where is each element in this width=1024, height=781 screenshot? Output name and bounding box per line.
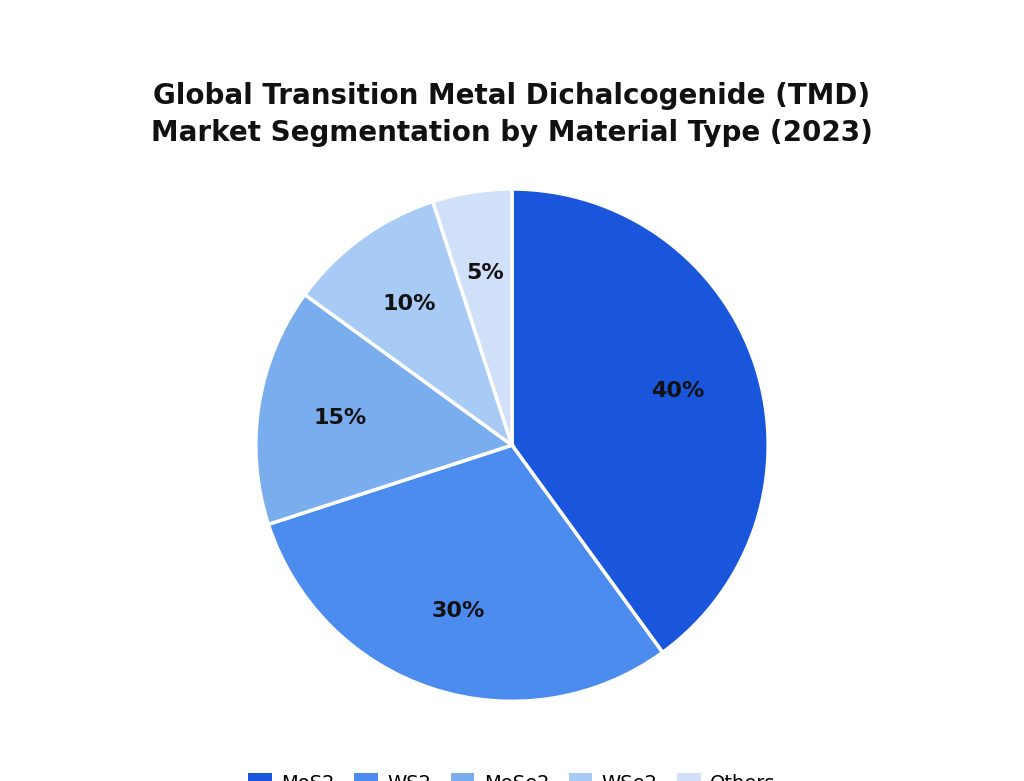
- Text: 30%: 30%: [431, 601, 484, 621]
- Wedge shape: [433, 189, 512, 445]
- Text: 5%: 5%: [466, 263, 504, 284]
- Legend: MoS2, WS2, MoSe2, WSe2, Others: MoS2, WS2, MoSe2, WSe2, Others: [241, 765, 783, 781]
- Wedge shape: [256, 294, 512, 524]
- Text: Global Transition Metal Dichalcogenide (TMD)
Market Segmentation by Material Typ: Global Transition Metal Dichalcogenide (…: [152, 82, 872, 147]
- Text: 40%: 40%: [651, 381, 705, 401]
- Wedge shape: [305, 201, 512, 445]
- Wedge shape: [268, 445, 663, 701]
- Text: 15%: 15%: [313, 408, 367, 428]
- Text: 10%: 10%: [383, 294, 436, 314]
- Wedge shape: [512, 189, 768, 652]
